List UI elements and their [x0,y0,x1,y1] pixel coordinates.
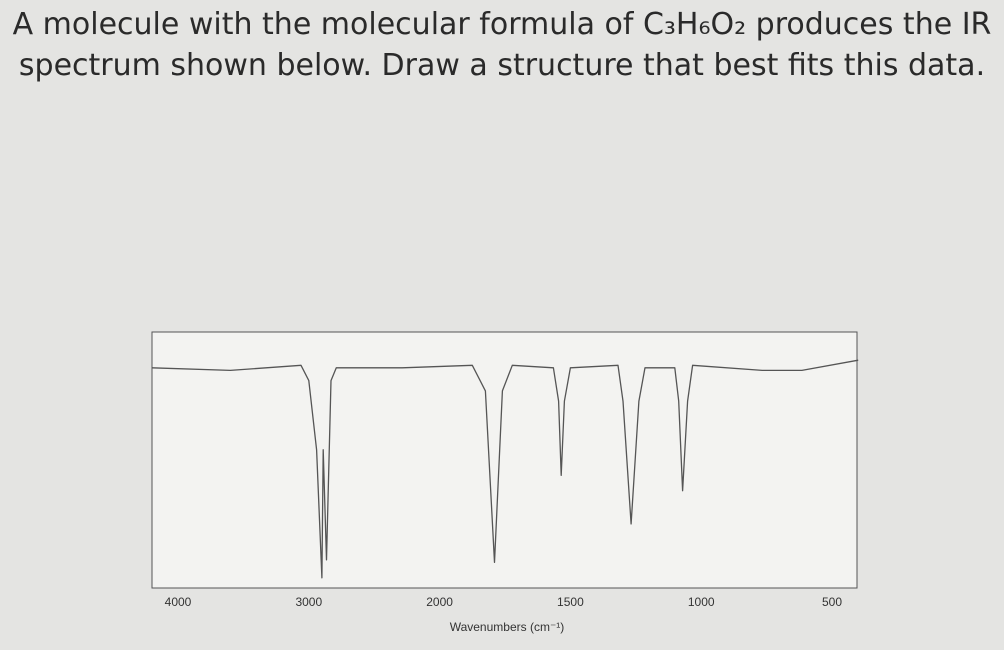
x-tick-label: 1500 [557,595,584,609]
x-tick-label: 500 [822,595,842,609]
spectrum-line [151,359,859,579]
x-axis-label: Wavenumbers (cm⁻¹) [450,620,565,634]
plot-frame [151,331,858,589]
x-tick-label: 2000 [426,595,453,609]
question: A molecule with the molecular formula of… [12,7,992,83]
x-tick-label: 1000 [688,595,715,609]
x-tick-label: 3000 [295,595,322,609]
x-tick-label: 4000 [165,595,192,609]
